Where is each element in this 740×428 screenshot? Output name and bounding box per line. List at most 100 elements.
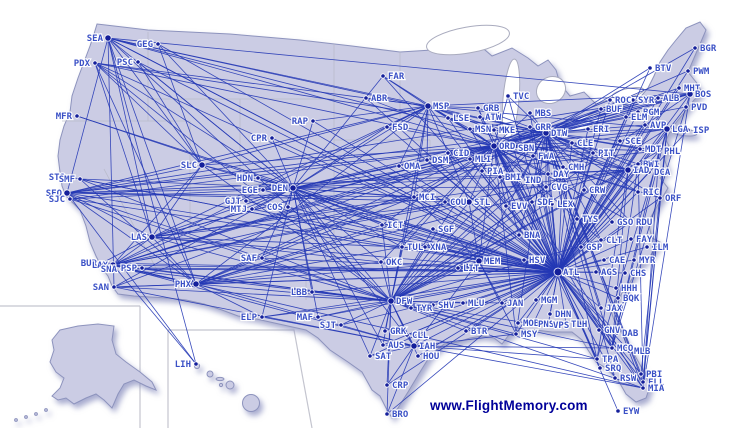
route-DTW-STL <box>468 132 547 203</box>
route-DFW-SHV <box>390 300 434 306</box>
airport-label-ABR: ABR <box>371 94 388 104</box>
route-ATL-EYW <box>557 271 619 412</box>
route-ATL-BRO <box>386 271 559 415</box>
airport-label-RIC: RIC <box>643 188 659 198</box>
airport-dot-RIC <box>635 189 641 195</box>
route-DEN-RAP <box>292 120 314 189</box>
route-MSP-OMA <box>398 105 429 167</box>
route-DEN-FAR <box>292 75 384 189</box>
airport-label-GRR: GRR <box>535 123 552 133</box>
route-MSP-LGA <box>427 105 668 130</box>
airport-dot-BRO <box>384 411 390 417</box>
route-ORD-GRR <box>493 126 531 147</box>
airport-label-COU: COU <box>450 198 466 208</box>
route-ATL-PNS <box>532 271 559 325</box>
airport-label-MDT: MDT <box>645 145 662 155</box>
airport-dot-TUL <box>399 244 405 250</box>
airport-label-HDN: HDN <box>237 174 253 184</box>
route-ATL-CRP <box>386 271 559 386</box>
airport-dot-BTV <box>647 65 653 71</box>
airport-label-DEN: DEN <box>272 184 288 194</box>
airport-label-PNS: PNS <box>538 320 554 330</box>
route-ATL-PHX <box>195 271 559 285</box>
route-DFW-STL <box>390 201 470 302</box>
airport-label-SYR: SYR <box>638 96 655 106</box>
airport-label-BMI: BMI <box>505 173 521 183</box>
airport-dot-PIA <box>479 168 485 174</box>
airport-dot-HOU <box>415 353 421 359</box>
flightmemory-watermark[interactable]: www.FlightMemory.com <box>430 398 588 413</box>
route-ORD-TPA <box>493 145 598 360</box>
airport-dot-DCA <box>646 169 652 175</box>
route-ATL-AVP <box>557 124 646 273</box>
route-LAX-MSP <box>112 105 429 266</box>
route-ATL-BWI <box>557 163 639 273</box>
route-SFO-DFW <box>66 192 392 302</box>
airport-label-ERI: ERI <box>593 125 609 135</box>
route-LAX-SLC <box>112 164 203 266</box>
route-DTW-ATW <box>479 116 547 134</box>
route-ORD-MEM <box>478 145 495 262</box>
airport-dot-ORD <box>490 142 498 150</box>
airport-label-GRB: GRB <box>483 104 500 114</box>
airport-label-FWA: FWA <box>538 152 555 162</box>
airport-label-LEX: LEX <box>557 200 574 210</box>
route-DTW-PVD <box>545 106 687 134</box>
route-MSP-FAR <box>382 75 429 107</box>
airport-label-MHT: MHT <box>684 84 701 94</box>
airport-dot-FLL <box>640 379 646 385</box>
route-SEA-SLC <box>107 37 203 166</box>
airport-dot-SBN <box>510 145 516 151</box>
airport-dot-PNS <box>530 321 536 327</box>
airport-dot-MTJ <box>249 206 255 212</box>
airport-label-MLB: MLB <box>634 347 651 357</box>
airport-dot-SAF <box>259 255 265 261</box>
route-DTW-AVP <box>545 124 646 134</box>
route-ATL-DEN <box>292 187 559 273</box>
route-STL-MCI <box>413 196 470 203</box>
route-ORD-MIA <box>493 145 644 389</box>
airport-dot-CRP <box>384 382 390 388</box>
airport-dot-JAX <box>598 305 604 311</box>
route-DFW-SJT <box>340 300 392 326</box>
airport-dot-RDU <box>628 219 634 225</box>
route-SAN-PHX <box>113 283 197 288</box>
route-DFW-CLT <box>390 239 602 302</box>
airport-dot-BUR <box>99 260 105 266</box>
route-ATL-ALB <box>557 97 659 273</box>
airport-dot-BWI <box>635 161 641 167</box>
airport-label-TLH: TLH <box>571 320 587 330</box>
airport-dot-GRB <box>475 105 481 111</box>
route-SLC-MSP <box>201 105 429 166</box>
airport-dot-BUF <box>598 106 604 112</box>
airport-label-AUS: AUS <box>388 341 404 351</box>
route-DTW-JAX <box>545 132 602 309</box>
route-SLC-DFW <box>201 164 392 302</box>
airport-dot-MLI <box>467 156 473 162</box>
route-IAH-MSY <box>413 333 517 347</box>
airport-dot-MGM <box>533 297 539 303</box>
route-ORD-BNA <box>493 145 520 236</box>
route-LGA-FLL <box>642 128 668 383</box>
airport-label-ALB: ALB <box>663 94 680 104</box>
airport-label-DAB: DAB <box>622 329 639 339</box>
route-ORD-OKC <box>380 145 495 263</box>
airport-dot-CLE <box>569 140 575 146</box>
airport-label-SDF: SDF <box>537 198 553 208</box>
route-ATL-SCE <box>557 140 621 273</box>
airport-dot-CRW <box>581 187 587 193</box>
airport-dot-MOB <box>515 320 521 326</box>
route-ATL-DAB <box>557 271 618 334</box>
route-PSP-DFW <box>141 267 392 302</box>
route-DTW-BWI <box>545 132 639 165</box>
airport-dot-MLB <box>626 348 632 354</box>
airport-dot-BOS <box>686 90 694 98</box>
route-DTW-CLT <box>545 132 602 241</box>
route-DEN-IAD <box>292 169 629 189</box>
route-ATL-MGM <box>535 271 559 301</box>
route-ATL-AUS <box>382 271 559 346</box>
route-DTW-MBS <box>529 112 547 134</box>
airport-dot-MKE <box>491 127 497 133</box>
airport-label-SBN: SBN <box>518 144 534 154</box>
